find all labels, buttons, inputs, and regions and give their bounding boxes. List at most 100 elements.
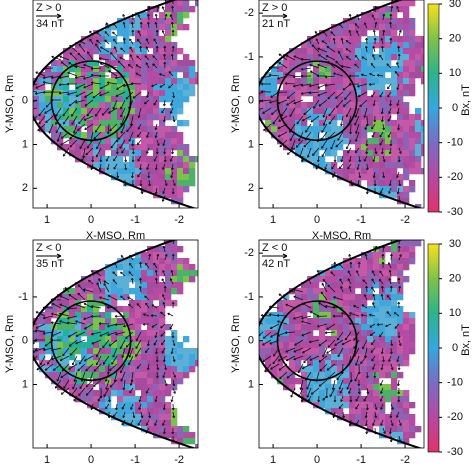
texture-cell [301, 342, 308, 349]
arrow-head [163, 53, 166, 57]
arrow-head [124, 167, 128, 171]
texture-cell [99, 126, 106, 133]
texture-cell [99, 156, 106, 163]
arrow-head [399, 254, 402, 257]
arrow-head [122, 84, 126, 87]
arrow-head [139, 45, 142, 49]
texture-cell [57, 324, 64, 331]
vector-arrow [322, 279, 328, 285]
texture-cell [361, 306, 368, 313]
texture-cell [147, 426, 154, 433]
texture-cell [397, 336, 404, 343]
arrow-head [135, 354, 138, 357]
arrow-head [327, 284, 331, 288]
texture-cell [397, 96, 404, 103]
texture-cell [313, 102, 320, 109]
texture-cell [271, 132, 278, 139]
texture-cell [141, 378, 148, 385]
texture-cell [331, 408, 338, 415]
texture-cell [177, 354, 184, 361]
arrow-head [139, 277, 142, 281]
texture-cell [135, 378, 142, 385]
x-tick-label: 0 [88, 454, 94, 466]
texture-cell [159, 246, 166, 253]
vector-arrow [339, 387, 344, 394]
arrow-head [113, 46, 117, 49]
texture-cell [171, 348, 178, 355]
texture-cell [259, 102, 266, 109]
vector-arrow [145, 302, 150, 309]
texture-cell [33, 78, 40, 85]
arrow-head [172, 359, 176, 363]
texture-cell [403, 108, 410, 115]
vector-arrow [75, 320, 86, 325]
vector-arrow [130, 403, 134, 410]
texture-cell [391, 54, 398, 61]
arrow-head [93, 369, 97, 372]
texture-cell [141, 276, 148, 283]
vector-arrow [396, 6, 400, 13]
vector-arrow [84, 323, 94, 330]
texture-cell [337, 54, 344, 61]
texture-cell [361, 408, 368, 415]
texture-cell [69, 354, 76, 361]
texture-cell [111, 120, 118, 127]
texture-cell [331, 108, 338, 115]
texture-cell [153, 66, 160, 73]
vector-arrow [354, 55, 360, 61]
vector-arrow [301, 91, 312, 95]
texture-cell [271, 126, 278, 133]
texture-cell [99, 120, 106, 127]
texture-cell [159, 180, 166, 187]
arrow-head [326, 351, 329, 354]
texture-cell [325, 294, 332, 301]
vector-arrow [329, 387, 336, 397]
arrow-head [122, 37, 126, 41]
vector-arrow [318, 302, 328, 309]
vector-arrow [354, 63, 360, 69]
texture-cell [283, 366, 290, 373]
arrow-head [342, 104, 346, 107]
arrow-head [155, 151, 159, 155]
arrow-head [389, 415, 393, 419]
scale-arrow-head [56, 253, 62, 259]
texture-cell [141, 102, 148, 109]
arrow-head [45, 105, 49, 108]
texture-cell [385, 366, 392, 373]
texture-cell [159, 354, 166, 361]
texture-cell [331, 324, 338, 331]
texture-cell [331, 348, 338, 355]
arrow-head [346, 146, 349, 150]
texture-cell [331, 150, 338, 157]
texture-cell [69, 288, 76, 295]
texture-cell [123, 276, 130, 283]
vector-arrow [159, 83, 166, 88]
texture-cell [51, 342, 58, 349]
vector-arrow [396, 411, 400, 418]
texture-cell [171, 186, 178, 193]
texture-cell [295, 330, 302, 337]
texture-cell [397, 186, 404, 193]
texture-cell [69, 300, 76, 307]
texture-cell [325, 30, 332, 37]
vector-arrow [119, 139, 126, 149]
texture-cell [183, 6, 190, 13]
y-tick-label: 2 [248, 182, 254, 194]
vector-arrow [96, 139, 102, 150]
texture-cell [379, 84, 386, 91]
texture-cell [117, 168, 124, 175]
vector-arrow [369, 314, 376, 317]
texture-cell [397, 6, 404, 13]
texture-cell [409, 420, 416, 427]
texture-cell [117, 138, 124, 145]
texture-cell [177, 342, 184, 349]
vector-arrow [68, 294, 78, 301]
axes-frame [258, 0, 425, 209]
colorbar-tick-label: -10 [447, 377, 463, 389]
texture-cell [39, 120, 46, 127]
texture-cell [171, 96, 178, 103]
texture-cell [141, 384, 148, 391]
texture-cell [277, 78, 284, 85]
texture-cell [403, 312, 410, 319]
texture-cell [355, 174, 362, 181]
